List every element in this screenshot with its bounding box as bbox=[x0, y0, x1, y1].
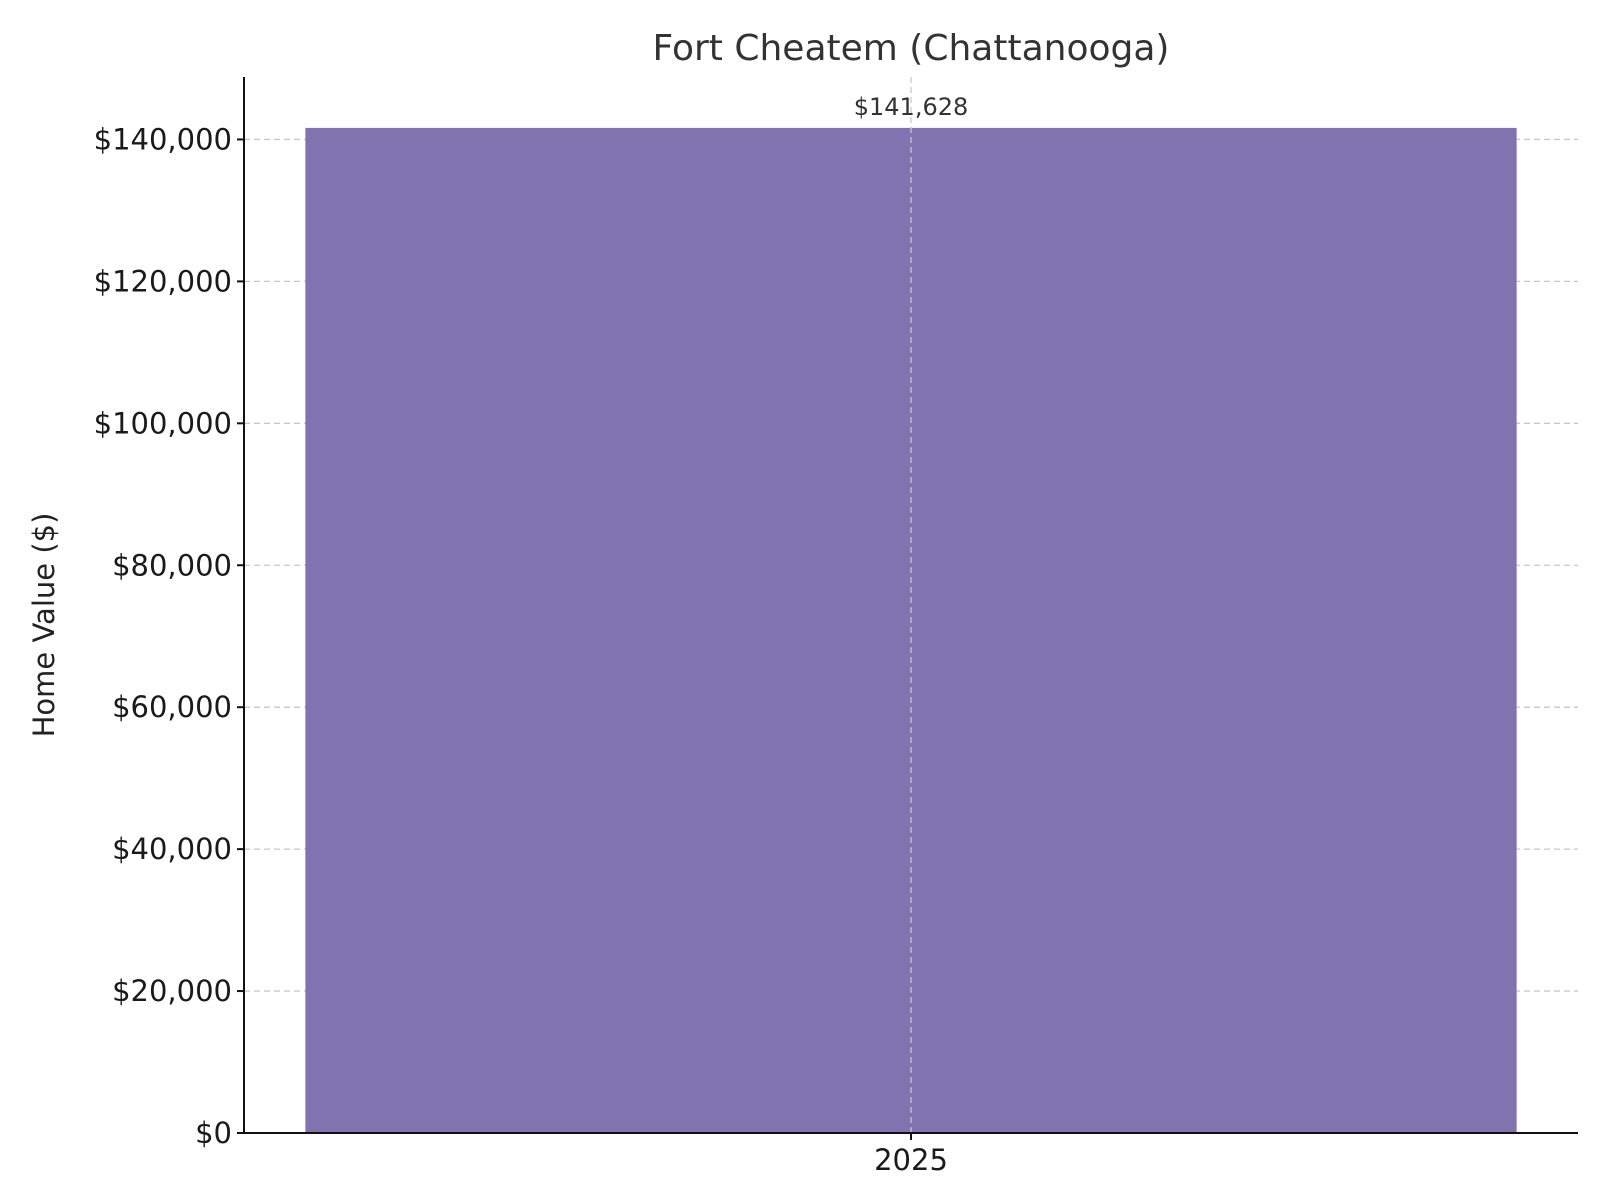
y-tick-label: $80,000 bbox=[112, 548, 232, 582]
data-labels: $141,628 bbox=[854, 93, 969, 121]
x-tick-labels: 2025 bbox=[874, 1133, 948, 1177]
y-tick-labels: $0 $20,000 $40,000 $60,000 $80,000 $100,000 $1… bbox=[94, 122, 244, 1150]
y-tick-label: $40,000 bbox=[112, 832, 232, 866]
y-tick-label: $100,000 bbox=[94, 406, 232, 440]
y-tick-label: $20,000 bbox=[112, 974, 232, 1008]
y-tick-label: $120,000 bbox=[94, 264, 232, 298]
y-tick-label: $0 bbox=[195, 1116, 232, 1150]
y-axis-label: Home Value ($) bbox=[27, 513, 61, 738]
y-tick-label: $60,000 bbox=[112, 690, 232, 724]
chart-title: Fort Cheatem (Chattanooga) bbox=[653, 28, 1170, 69]
y-tick-label: $140,000 bbox=[94, 122, 232, 156]
x-tick-label: 2025 bbox=[874, 1143, 948, 1177]
bar-data-label: $141,628 bbox=[854, 93, 969, 121]
